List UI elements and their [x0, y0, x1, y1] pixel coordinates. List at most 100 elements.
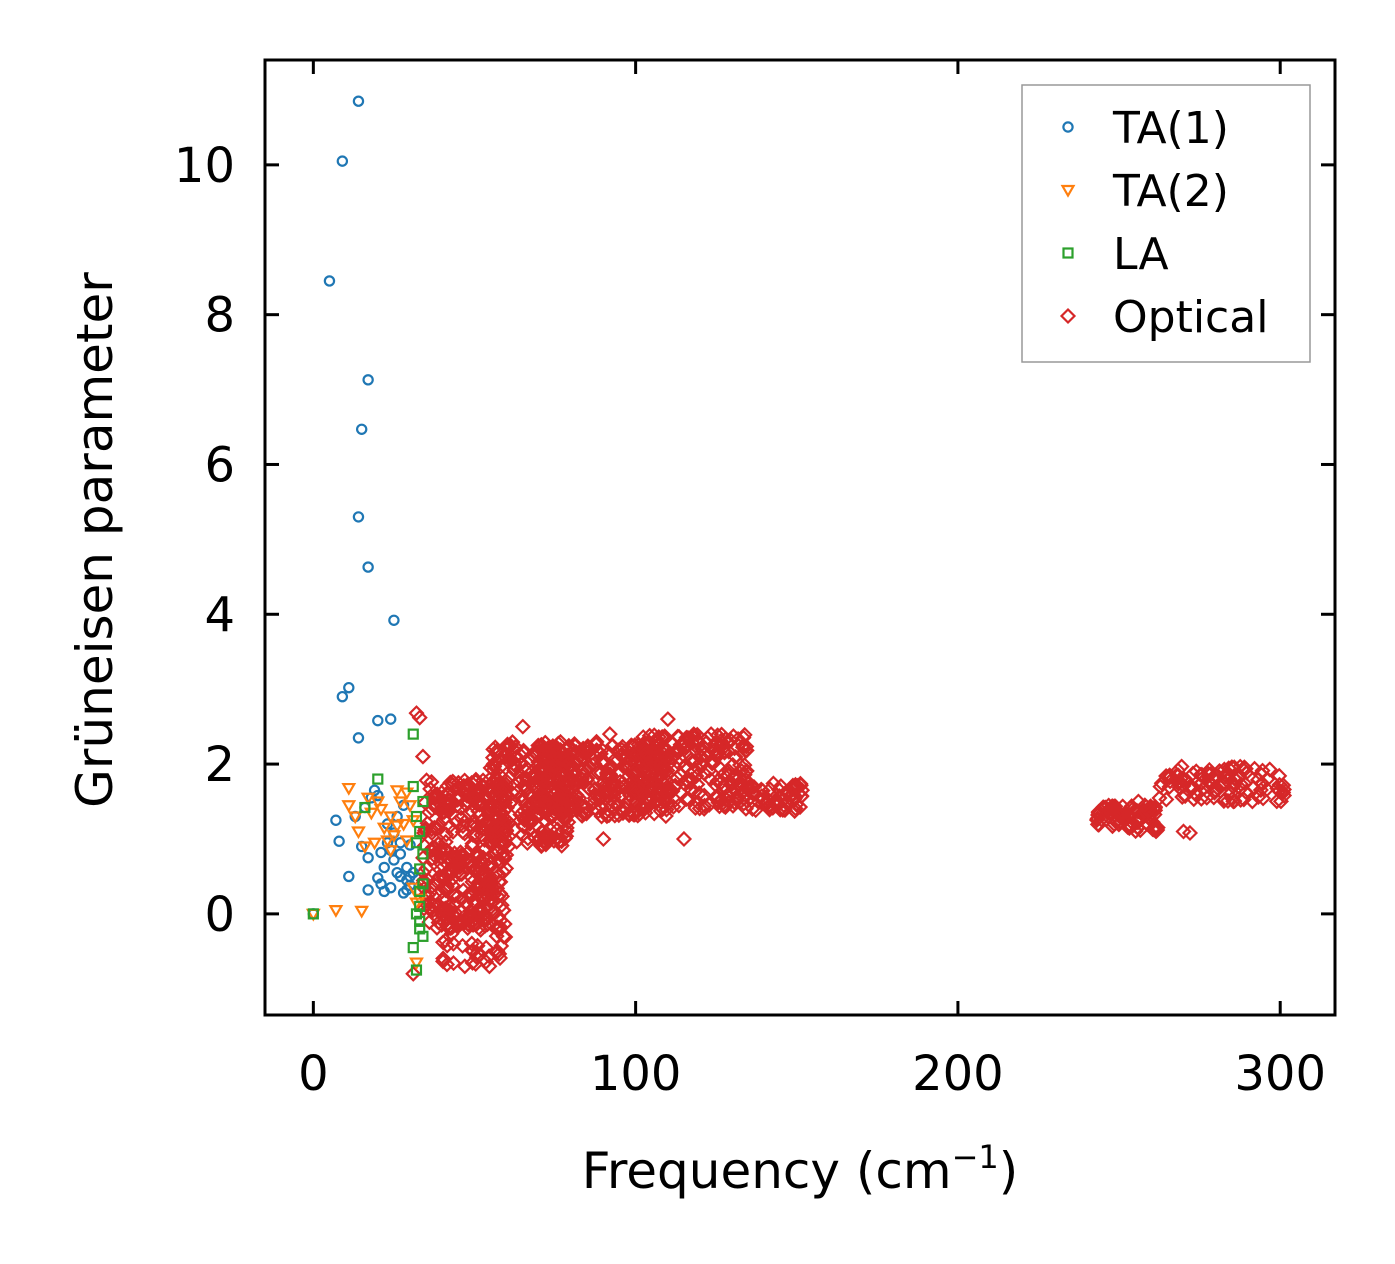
ta1-point: [330, 814, 342, 826]
optical-point: [654, 763, 671, 780]
optical-point: [735, 790, 752, 807]
optical-point: [481, 858, 498, 876]
ta2-point: [389, 820, 405, 834]
optical-point: [1103, 800, 1121, 817]
optical-point: [482, 891, 499, 909]
ta2-point: [380, 835, 395, 849]
optical-point: [1226, 759, 1243, 776]
optical-point: [547, 763, 564, 780]
optical-point: [464, 835, 481, 852]
optical-point: [670, 728, 688, 745]
optical-point: [482, 759, 499, 776]
optical-point: [738, 762, 755, 779]
legend: TA(1) TA(2) LA Optical: [1021, 84, 1311, 363]
optical-point: [620, 805, 637, 822]
optical-point: [661, 754, 679, 771]
optical-point: [504, 734, 521, 751]
optical-point: [662, 783, 679, 800]
optical-point: [547, 741, 564, 758]
legend-marker-ta2: [1060, 184, 1076, 198]
optical-point: [477, 890, 494, 908]
ta1-point: [362, 852, 374, 864]
optical-point: [601, 794, 618, 812]
optical-point: [423, 773, 440, 791]
optical-point: [720, 743, 737, 760]
optical-point: [718, 798, 735, 815]
optical-point: [760, 799, 778, 816]
optical-point: [1104, 798, 1121, 815]
optical-point: [612, 747, 630, 764]
optical-point: [729, 787, 746, 805]
optical-point: [675, 830, 693, 848]
optical-point: [421, 804, 438, 821]
optical-point: [478, 939, 495, 956]
ta2-point: [360, 792, 376, 806]
optical-point: [725, 728, 742, 745]
optical-point: [532, 761, 549, 778]
optical-point: [778, 784, 795, 801]
optical-point: [469, 937, 486, 954]
optical-point: [486, 832, 503, 849]
optical-point: [1226, 793, 1243, 810]
optical-point: [686, 763, 703, 780]
optical-point: [588, 733, 605, 750]
la-point: [410, 964, 423, 976]
ta2-point: [354, 905, 370, 919]
optical-point: [1252, 781, 1269, 799]
optical-point: [460, 805, 477, 822]
ta2-point: [376, 822, 392, 836]
y-tick-label: 4: [204, 587, 235, 643]
optical-point: [792, 777, 809, 794]
optical-point: [726, 770, 744, 787]
optical-point: [405, 965, 422, 982]
optical-point: [658, 793, 675, 810]
optical-point: [456, 958, 473, 975]
optical-point: [453, 891, 470, 908]
la-point: [414, 863, 426, 875]
ta2-point: [383, 845, 399, 858]
legend-label: Optical: [1113, 292, 1268, 343]
la-point: [307, 908, 319, 920]
optical-point: [460, 886, 477, 903]
optical-point: [713, 792, 730, 809]
optical-point: [754, 782, 771, 799]
optical-point: [696, 765, 713, 782]
x-tick-label: 0: [298, 1046, 329, 1102]
legend-label: LA: [1113, 229, 1169, 280]
optical-point: [1275, 781, 1293, 798]
ta2-point: [357, 841, 373, 855]
optical-point: [615, 778, 632, 795]
optical-point: [642, 792, 660, 809]
optical-point: [1088, 811, 1105, 829]
optical-point: [675, 774, 692, 792]
optical-point: [453, 846, 470, 863]
optical-point: [418, 772, 435, 789]
optical-point: [558, 819, 575, 836]
ta1-point: [352, 95, 365, 107]
optical-point: [553, 837, 570, 854]
optical-point: [432, 861, 449, 878]
optical-point: [454, 823, 471, 841]
optical-point: [492, 750, 509, 767]
x-axis-label-superscript: −1: [952, 1138, 999, 1176]
optical-point: [539, 774, 556, 791]
optical-point: [656, 739, 673, 756]
axis-ticks: [265, 60, 1335, 1015]
optical-point: [1207, 782, 1224, 799]
optical-point: [481, 958, 498, 975]
la-point: [410, 810, 423, 823]
optical-point: [678, 790, 695, 808]
y-axis-label: Grüneisen parameter: [66, 272, 124, 808]
optical-point: [659, 762, 676, 779]
ta1-point: [384, 713, 397, 725]
la-point: [414, 825, 426, 838]
la-point: [372, 773, 384, 785]
optical-point: [1193, 790, 1210, 807]
optical-point: [546, 749, 563, 766]
ta1-point: [362, 561, 374, 573]
ta2-point: [367, 837, 382, 851]
optical-point: [1181, 824, 1199, 842]
optical-point: [444, 857, 461, 874]
optical-point: [1170, 767, 1187, 784]
optical-point: [468, 848, 485, 865]
